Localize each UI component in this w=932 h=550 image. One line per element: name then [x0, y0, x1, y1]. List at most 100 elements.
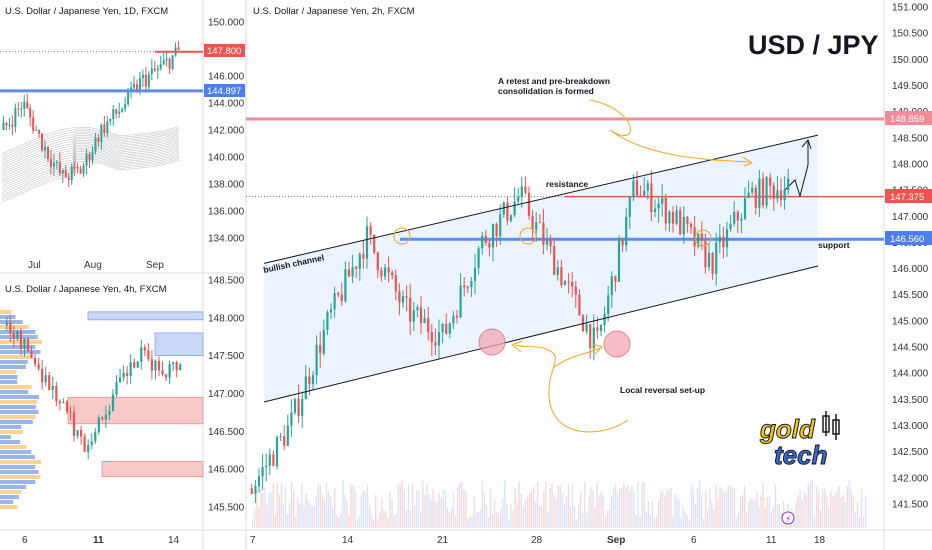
volume-bar [586, 512, 588, 528]
h2-panel-title: U.S. Dollar / Japanese Yen, 2h, FXCM [253, 6, 415, 17]
h4-xtick: 6 [22, 535, 28, 546]
volume-bar [454, 516, 457, 528]
profile-bar [0, 490, 22, 494]
h2-ytick: 147.000 [892, 212, 929, 223]
profile-bar [0, 430, 23, 434]
volume-bar [303, 505, 305, 528]
price-levels-1d [0, 50, 203, 93]
volume-bar [416, 490, 418, 528]
lightning-icon[interactable] [781, 511, 795, 525]
d1-candle [133, 84, 136, 88]
volume-bar [555, 498, 557, 528]
profile-bar [0, 445, 27, 449]
h2-candle [700, 233, 703, 241]
h2-candle [376, 252, 379, 271]
volume-bar [637, 481, 639, 528]
h2-candle [682, 216, 685, 235]
h2-candle [607, 295, 610, 315]
volume-bar [639, 516, 641, 528]
volume-bar [614, 483, 617, 528]
volume-bar [329, 496, 332, 528]
profile-bar [0, 385, 32, 389]
volume-bar [543, 491, 545, 528]
d1-candle [67, 177, 70, 180]
h2-candle [491, 223, 495, 248]
volume-bar [635, 514, 637, 528]
h4-candle [118, 377, 122, 383]
volume-bar [346, 501, 348, 528]
h2-xtick: 21 [437, 535, 449, 546]
h2-candle [466, 287, 469, 289]
d1-candle [103, 124, 106, 133]
svg-text:⚡: ⚡ [785, 515, 791, 525]
profile-bar [0, 450, 32, 454]
d1-candle [127, 89, 130, 105]
volume-bar [409, 510, 412, 528]
volume-bar [352, 484, 354, 528]
h2-candle [297, 398, 300, 416]
h4-candle [37, 364, 40, 369]
h2-ytick: 143.000 [892, 421, 929, 432]
annotation-retest-2: consolidation is formed [498, 86, 594, 96]
h4-candle [111, 394, 115, 411]
volume-bar [823, 487, 826, 528]
daily-support-label-bg [204, 84, 245, 97]
label-upper: 148.859 [890, 114, 924, 125]
volume-bar [477, 511, 479, 528]
annotation-reversal: Local reversal set-up [620, 385, 705, 395]
volume-bar [372, 519, 375, 528]
volume-bar [659, 490, 662, 528]
volume-bar [780, 513, 783, 528]
profile-bar [0, 415, 36, 419]
h2-candle [751, 187, 754, 193]
volume-bar [768, 497, 770, 528]
volume-bar [278, 494, 281, 528]
h2-candle [509, 215, 513, 221]
h2-ytick: 148.500 [892, 133, 929, 144]
h2-candle [754, 187, 757, 208]
volume-bar [629, 490, 631, 528]
volume-bar [580, 492, 582, 528]
volume-bar [323, 499, 326, 528]
volume-bar [354, 489, 356, 528]
h2-candle [725, 229, 729, 248]
volume-bar [485, 504, 488, 528]
h2-candle [452, 315, 455, 324]
volume-bar [557, 485, 559, 528]
volume-bar [395, 514, 397, 528]
h2-candle [301, 399, 304, 416]
volume-bar [510, 503, 512, 528]
profile-bar [0, 440, 20, 444]
volume-bar [778, 504, 781, 528]
profile-bar [0, 375, 18, 379]
h2-candle [315, 345, 318, 376]
zone-blue [154, 332, 204, 357]
volume-bar [723, 492, 725, 528]
h4-ytick: 147.500 [208, 351, 245, 362]
volume-bar [678, 500, 680, 528]
volume-bar [307, 499, 309, 528]
ma-line [1, 148, 180, 186]
channel-upper-line [263, 134, 819, 264]
volume-bar [325, 482, 328, 528]
volume-bar [748, 501, 750, 528]
goldtech-logo: gold tech [759, 411, 840, 471]
h2-candle [711, 253, 714, 274]
h2-candle [481, 235, 484, 249]
volume-bar [309, 503, 311, 528]
volume-bar [819, 510, 822, 528]
d1-candle [49, 158, 52, 167]
volume-bar [526, 497, 529, 528]
d1-candle [38, 129, 41, 134]
volume-bar [565, 496, 568, 528]
d1-candle [23, 101, 26, 109]
reversal-arrow-left [514, 344, 629, 433]
h4-candle [48, 375, 51, 391]
h2-candle [261, 467, 264, 477]
volume-bar [758, 508, 760, 528]
h2-candle [589, 324, 592, 349]
ma-line [1, 135, 180, 168]
profile-bar [0, 345, 36, 349]
h2-candle [603, 314, 606, 326]
